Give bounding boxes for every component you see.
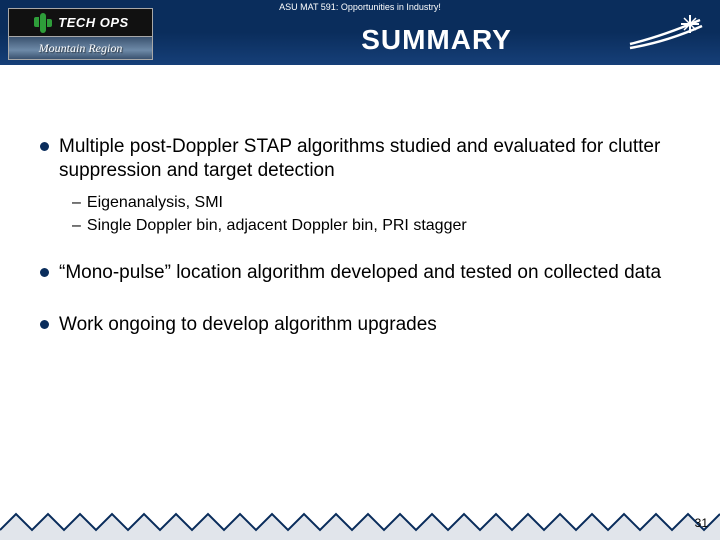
content-area: Multiple post-Doppler STAP algorithms st… [0,65,720,337]
logo-text-top: TECH OPS [58,15,128,30]
sub-list: – Eigenanalysis, SMI – Single Doppler bi… [72,193,680,238]
bullet-dot-icon [40,142,49,151]
bullet-text: Work ongoing to develop algorithm upgrad… [59,313,437,337]
org-logo: TECH OPS Mountain Region [8,8,153,63]
swoosh-star-icon [628,14,708,54]
footer-border [0,508,720,540]
bullet-text: “Mono-pulse” location algorithm develope… [59,261,661,285]
bullet-text: Multiple post-Doppler STAP algorithms st… [59,135,680,183]
sub-item: – Eigenanalysis, SMI [72,193,680,214]
sub-item: – Single Doppler bin, adjacent Doppler b… [72,216,680,237]
header-banner: ASU MAT 591: Opportunities in Industry! … [0,0,720,65]
dash-icon: – [72,216,81,237]
bullet-item: Multiple post-Doppler STAP algorithms st… [40,135,680,183]
dash-icon: – [72,193,81,214]
bullet-dot-icon [40,268,49,277]
bullet-item: “Mono-pulse” location algorithm develope… [40,261,680,285]
logo-top-row: TECH OPS [8,8,153,36]
logo-text-bottom: Mountain Region [8,36,153,60]
zigzag-border-icon [0,508,720,540]
page-number: 31 [695,516,708,530]
bullet-dot-icon [40,320,49,329]
cactus-icon [32,11,54,35]
course-label: ASU MAT 591: Opportunities in Industry! [279,2,441,12]
sub-text: Eigenanalysis, SMI [87,193,223,214]
sub-text: Single Doppler bin, adjacent Doppler bin… [87,216,467,237]
bullet-item: Work ongoing to develop algorithm upgrad… [40,313,680,337]
